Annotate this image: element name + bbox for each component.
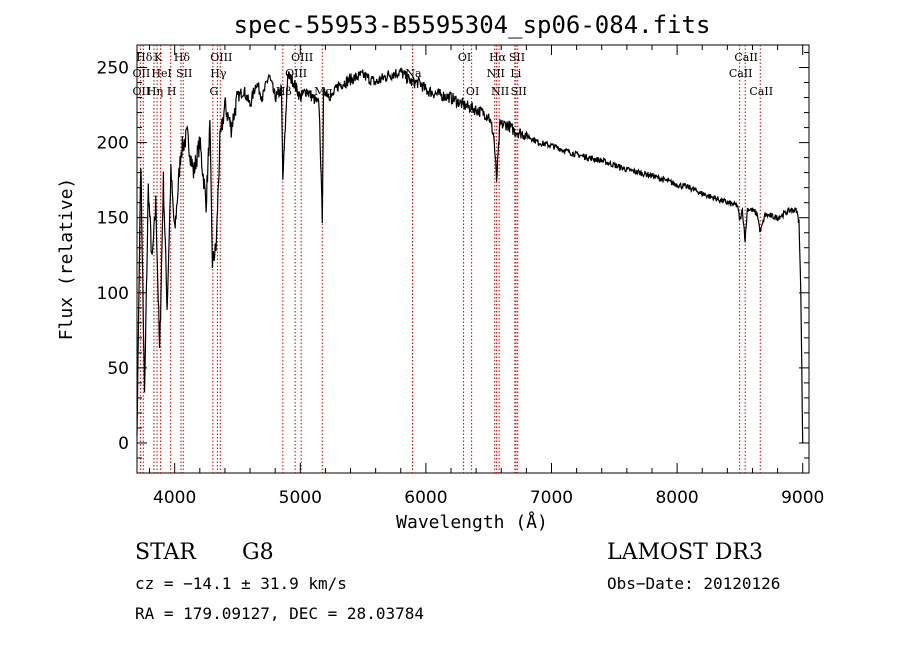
line-label: G — [209, 85, 218, 98]
x-axis: 4000 5000 6000 7000 8000 9000 — [149, 45, 824, 508]
line-label: SII — [509, 51, 525, 64]
line-label: OIII — [285, 67, 307, 80]
line-label: OIII — [210, 51, 232, 64]
x-tick-label: 6000 — [404, 488, 447, 508]
line-label: Na — [405, 67, 422, 80]
line-label: NII — [491, 85, 509, 98]
x-tick-label: 7000 — [530, 488, 573, 508]
y-axis: 0 50 100 150 200 250 — [97, 52, 809, 459]
plot-frame — [136, 44, 810, 474]
x-tick-label: 5000 — [279, 488, 322, 508]
y-tick-label: 250 — [97, 59, 129, 79]
line-label: CaII — [749, 85, 773, 98]
x-axis-label: Wavelength (Å) — [396, 511, 548, 533]
y-tick-label: 0 — [118, 434, 129, 454]
line-label: Hβ — [276, 85, 292, 98]
line-label: SII — [176, 67, 192, 80]
line-label: OI — [466, 85, 479, 98]
line-label: Hδ — [136, 51, 153, 64]
y-tick-label: 150 — [97, 209, 129, 229]
y-axis-label: Flux (relative) — [56, 178, 77, 341]
line-label: OII — [133, 67, 151, 80]
line-label: Li — [510, 67, 521, 80]
line-label: Hγ — [210, 67, 227, 80]
y-tick-label: 100 — [97, 284, 129, 304]
chart-title: spec-55953-B5595304_sp06-084.fits — [234, 11, 711, 39]
y-tick-label: 200 — [97, 134, 129, 154]
line-label: OII — [133, 85, 151, 98]
observation-date: Obs−Date: 20120126 — [607, 574, 781, 593]
emission-line-markers — [139, 45, 761, 473]
spectrum-line — [136, 67, 804, 444]
object-type: STAR — [135, 540, 196, 565]
line-label: OIII — [291, 51, 313, 64]
line-label: Mg — [314, 85, 332, 98]
line-label: CaII — [729, 67, 753, 80]
line-label: Hη — [147, 85, 163, 98]
line-label: HeI — [151, 67, 171, 80]
line-label: Hδ — [174, 51, 191, 64]
x-tick-label: 8000 — [655, 488, 698, 508]
line-label: OI — [458, 51, 471, 64]
survey-name: LAMOST DR3 — [607, 540, 763, 565]
redshift-info: cz = −14.1 ± 31.9 km/s — [135, 574, 347, 593]
line-label: H — [167, 85, 177, 98]
line-label: Hα — [489, 51, 507, 64]
x-tick-label: 4000 — [153, 488, 196, 508]
coordinates: RA = 179.09127, DEC = 28.03784 — [135, 604, 424, 623]
line-label: K — [154, 51, 163, 64]
line-label: SII — [511, 85, 527, 98]
line-label: CaII — [734, 51, 758, 64]
line-label: NII — [487, 67, 505, 80]
x-tick-label: 9000 — [781, 488, 824, 508]
y-tick-label: 50 — [107, 359, 129, 379]
object-subclass: G8 — [242, 540, 274, 565]
